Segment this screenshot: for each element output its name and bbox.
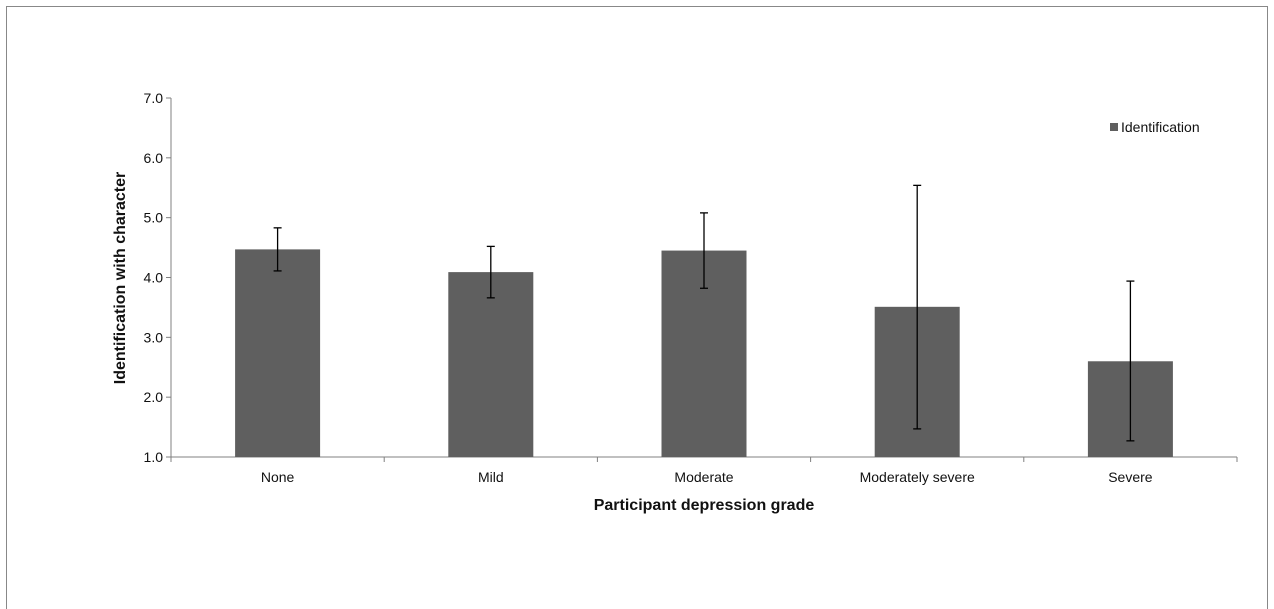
y-axis: 1.0 2.0 3.0 4.0 5.0 6.0 7.0	[144, 90, 172, 465]
legend-label: Identification	[1121, 119, 1200, 135]
legend-swatch	[1110, 123, 1118, 131]
y-tick-label: 5.0	[144, 210, 164, 226]
bar	[448, 272, 534, 457]
y-tick-label: 3.0	[144, 329, 164, 345]
y-tick-label: 7.0	[144, 90, 164, 106]
x-tick-label: Severe	[1108, 469, 1153, 485]
x-tick-label: Moderately severe	[860, 469, 975, 485]
x-axis: None Mild Moderate Moderately severe Severe	[170, 456, 1238, 485]
x-tick-label: Moderate	[674, 469, 733, 485]
y-tick-label: 4.0	[144, 270, 164, 286]
x-axis-title: Participant depression grade	[594, 497, 815, 514]
y-tick-label: 6.0	[144, 150, 164, 166]
y-tick-label: 2.0	[144, 389, 164, 405]
x-tick-label: None	[261, 469, 295, 485]
error-bars	[273, 184, 1135, 442]
legend: Identification	[1110, 119, 1200, 135]
chart-frame	[6, 6, 1268, 609]
bar	[235, 249, 321, 457]
y-axis-title: Identification with character	[112, 172, 129, 384]
x-tick-label: Mild	[478, 469, 504, 485]
y-tick-label: 1.0	[144, 449, 164, 465]
